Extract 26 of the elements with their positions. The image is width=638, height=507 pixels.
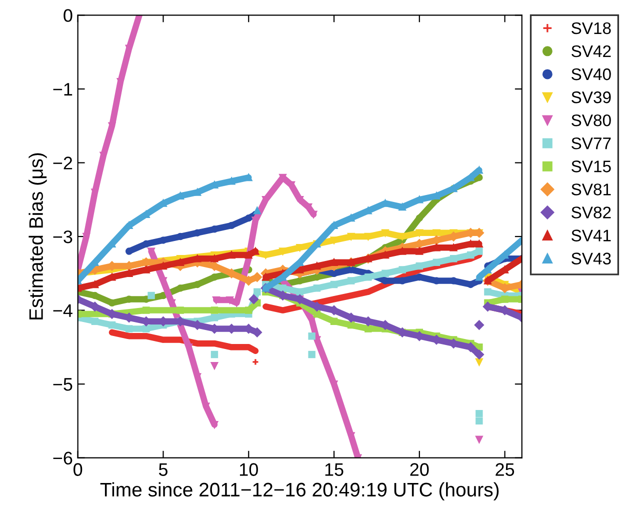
legend-label: SV41	[572, 230, 611, 242]
y-tick-label: −5	[53, 378, 72, 391]
y-tick-label: −3	[53, 230, 72, 244]
y-tick-label: −1	[53, 83, 72, 96]
legend-label: SV81	[572, 184, 611, 196]
x-tick-label: 20	[410, 463, 429, 476]
legend-label: SV82	[572, 206, 611, 218]
legend-label: SV39	[572, 91, 611, 104]
legend-label: SV43	[572, 252, 611, 264]
legend-label: SV80	[572, 114, 611, 126]
x-tick-label: 5	[158, 463, 168, 476]
legend-label: SV18	[572, 22, 611, 34]
y-tick-label: −4	[53, 304, 72, 317]
y-axis-title: Estimated Bias (μs)	[28, 153, 47, 320]
x-axis-title: Time since 2011−12−16 20:49:19 UTC (hours)	[100, 482, 499, 500]
x-tick-label: 25	[496, 463, 514, 476]
y-tick-label: −6	[53, 452, 72, 465]
legend-label: SV15	[572, 160, 611, 172]
x-tick-label: 15	[325, 463, 344, 476]
y-tick-label: 0	[64, 9, 72, 22]
legend-label: SV77	[572, 138, 611, 150]
legend-label: SV40	[572, 68, 611, 80]
y-tick-label: −2	[53, 156, 72, 170]
x-tick-label: 0	[74, 463, 82, 476]
legend-label: SV42	[572, 45, 611, 58]
x-tick-label: 10	[240, 463, 258, 476]
